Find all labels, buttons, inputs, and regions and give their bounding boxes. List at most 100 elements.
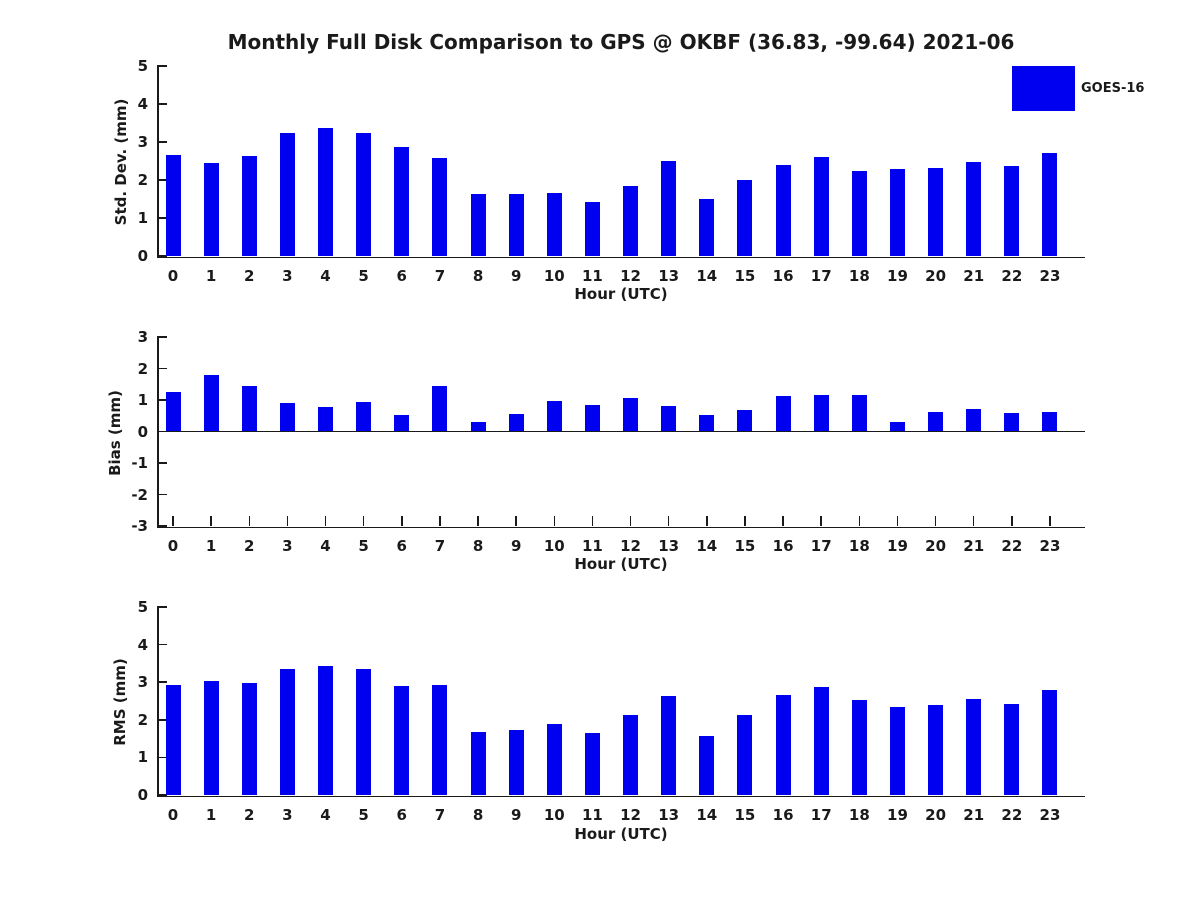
bar-hour-8 bbox=[470, 732, 486, 795]
x-tick-label: 11 bbox=[581, 806, 603, 824]
bar-hour-9 bbox=[508, 194, 524, 256]
x-tick-label: 16 bbox=[772, 806, 794, 824]
x-tick-label: 19 bbox=[887, 537, 908, 555]
x-tick-mark bbox=[401, 516, 403, 526]
x-tick-label: 20 bbox=[925, 806, 947, 824]
x-tick-label: 8 bbox=[472, 537, 484, 555]
x-tick-label: 18 bbox=[848, 537, 870, 555]
x-tick-label: 1 bbox=[205, 806, 217, 824]
bar-hour-2 bbox=[241, 682, 257, 795]
y-tick-label: 4 bbox=[137, 635, 148, 654]
bar-hour-8 bbox=[470, 421, 486, 432]
x-tick-mark bbox=[553, 516, 556, 526]
y-axis-spine bbox=[157, 66, 159, 258]
x-tick-label: 4 bbox=[320, 806, 331, 824]
x-tick-label: 21 bbox=[963, 267, 985, 285]
x-tick-mark bbox=[172, 516, 174, 526]
x-tick-label: 0 bbox=[167, 267, 179, 285]
bar-hour-2 bbox=[241, 386, 257, 432]
x-tick-label: 11 bbox=[581, 267, 603, 285]
x-tick-label: 9 bbox=[510, 806, 522, 824]
x-tick-mark bbox=[782, 516, 784, 526]
x-tick-mark bbox=[210, 516, 212, 526]
bar-hour-13 bbox=[661, 405, 677, 432]
y-tick-mark bbox=[157, 65, 167, 67]
x-tick-label: 2 bbox=[244, 537, 255, 555]
y-tick-mark bbox=[157, 794, 167, 796]
bar-hour-12 bbox=[623, 397, 639, 432]
x-tick-label: 7 bbox=[434, 806, 446, 824]
x-tick-mark bbox=[820, 516, 822, 526]
bar-hour-20 bbox=[928, 168, 944, 256]
x-tick-label: 13 bbox=[658, 267, 680, 285]
x-tick-mark bbox=[706, 516, 708, 526]
y-tick-label: 1 bbox=[137, 209, 148, 227]
x-tick-label: 22 bbox=[1001, 267, 1023, 285]
x-tick-label: 14 bbox=[696, 537, 718, 555]
x-tick-label: 5 bbox=[358, 267, 369, 285]
x-tick-label: 11 bbox=[581, 537, 603, 555]
y-tick-label: 4 bbox=[137, 95, 148, 113]
bar-hour-22 bbox=[1004, 166, 1020, 256]
bar-hour-11 bbox=[584, 733, 600, 795]
bar-hour-0 bbox=[165, 154, 181, 256]
bar-hour-13 bbox=[661, 696, 677, 795]
bar-hour-1 bbox=[203, 162, 219, 256]
bar-hour-11 bbox=[584, 202, 600, 256]
x-tick-mark bbox=[896, 516, 899, 526]
x-tick-mark bbox=[667, 516, 670, 526]
x-tick-label: 8 bbox=[472, 267, 484, 285]
bar-hour-7 bbox=[432, 684, 448, 795]
y-tick-mark bbox=[157, 336, 167, 338]
bar-hour-23 bbox=[1042, 411, 1058, 432]
bar-hour-23 bbox=[1042, 690, 1058, 795]
x-tick-label: 5 bbox=[358, 537, 369, 555]
x-tick-label: 22 bbox=[1001, 537, 1023, 555]
y-tick-label: 2 bbox=[137, 710, 148, 729]
x-tick-label: 16 bbox=[772, 537, 794, 555]
x-tick-label: 7 bbox=[434, 537, 446, 555]
x-axis-spine bbox=[157, 526, 1085, 528]
bar-hour-17 bbox=[813, 687, 829, 795]
x-tick-mark bbox=[439, 516, 441, 526]
bar-hour-19 bbox=[889, 421, 905, 432]
y-tick-label: 3 bbox=[137, 133, 148, 151]
x-tick-label: 20 bbox=[925, 267, 947, 285]
y-tick-mark bbox=[157, 525, 167, 527]
zero-line bbox=[157, 430, 1085, 433]
bar-hour-21 bbox=[966, 699, 982, 795]
y-tick-mark bbox=[157, 606, 167, 608]
bar-hour-7 bbox=[432, 158, 448, 256]
x-tick-label: 17 bbox=[810, 537, 832, 555]
x-tick-label: 0 bbox=[167, 537, 179, 555]
x-tick-label: 10 bbox=[543, 537, 565, 555]
bar-hour-18 bbox=[851, 394, 867, 432]
bar-hour-4 bbox=[318, 407, 334, 432]
y-tick-label: 5 bbox=[137, 598, 148, 616]
x-tick-label: 19 bbox=[887, 806, 908, 824]
x-tick-label: 1 bbox=[205, 267, 217, 285]
y-tick-mark bbox=[157, 217, 167, 219]
x-tick-label: 6 bbox=[396, 537, 407, 555]
y-axis-spine bbox=[157, 337, 159, 528]
bar-hour-14 bbox=[699, 198, 715, 256]
x-tick-label: 9 bbox=[510, 267, 522, 285]
bar-hour-4 bbox=[318, 127, 334, 256]
x-tick-mark bbox=[515, 516, 517, 526]
bar-hour-16 bbox=[775, 165, 791, 256]
y-tick-label: 0 bbox=[137, 247, 148, 265]
y-tick-mark bbox=[157, 141, 167, 143]
y-tick-mark bbox=[157, 399, 167, 401]
x-tick-label: 3 bbox=[282, 806, 293, 824]
bar-hour-6 bbox=[394, 415, 410, 432]
bar-hour-10 bbox=[546, 723, 562, 795]
y-tick-label: 1 bbox=[137, 391, 148, 409]
y-tick-mark bbox=[157, 756, 167, 759]
bar-hour-14 bbox=[699, 415, 715, 432]
x-tick-mark bbox=[858, 516, 861, 526]
bar-hour-17 bbox=[813, 394, 829, 432]
x-tick-label: 23 bbox=[1039, 537, 1061, 555]
bar-hour-6 bbox=[394, 146, 410, 256]
y-tick-mark bbox=[157, 179, 167, 181]
x-tick-label: 20 bbox=[925, 537, 947, 555]
